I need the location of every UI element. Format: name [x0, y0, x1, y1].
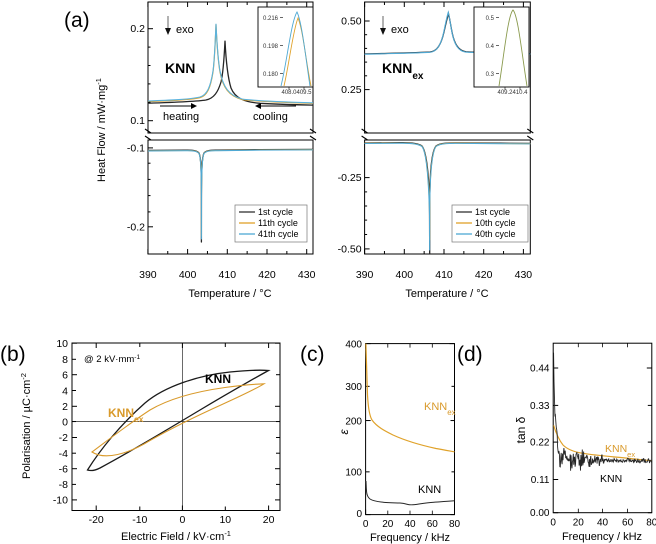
- svg-text:430: 430: [515, 269, 533, 281]
- svg-text:400: 400: [396, 269, 414, 281]
- svg-text:Frequency / kHz: Frequency / kHz: [562, 531, 642, 543]
- svg-text:0.2: 0.2: [130, 23, 145, 35]
- svg-text:41th cycle: 41th cycle: [258, 229, 299, 239]
- svg-text:10: 10: [219, 514, 231, 526]
- svg-text:100: 100: [345, 468, 362, 479]
- svg-text:430: 430: [298, 269, 316, 281]
- svg-text:0.50: 0.50: [341, 16, 362, 28]
- svg-text:ε: ε: [337, 429, 351, 435]
- svg-text:0.33: 0.33: [530, 401, 550, 412]
- svg-text:-10: -10: [132, 514, 147, 526]
- svg-text:exo: exo: [176, 24, 194, 36]
- svg-text:Electric Field / kV·cm-1: Electric Field / kV·cm-1: [121, 529, 231, 544]
- svg-text:0: 0: [356, 509, 362, 520]
- svg-text:10: 10: [56, 338, 68, 350]
- svg-text:KNNex: KNNex: [424, 401, 456, 417]
- svg-text:@ 2 kV·mm-1: @ 2 kV·mm-1: [84, 354, 140, 366]
- svg-text:0: 0: [363, 519, 369, 530]
- svg-text:-10: -10: [53, 495, 68, 507]
- svg-text:KNN: KNN: [205, 372, 231, 386]
- svg-text:20: 20: [263, 514, 275, 526]
- svg-text:420: 420: [258, 269, 276, 281]
- svg-text:410.4: 410.4: [512, 90, 528, 96]
- svg-text:0.11: 0.11: [531, 475, 550, 486]
- svg-text:0.216: 0.216: [263, 16, 279, 22]
- svg-text:60: 60: [427, 519, 439, 530]
- svg-text:4: 4: [62, 385, 68, 397]
- svg-text:-0.2: -0.2: [127, 222, 145, 234]
- svg-text:0.4: 0.4: [486, 44, 495, 50]
- svg-text:0.22: 0.22: [530, 438, 550, 449]
- svg-text:Temperature / °C: Temperature / °C: [405, 288, 488, 300]
- svg-text:Polarisation / µC·cm-2: Polarisation / µC·cm-2: [19, 373, 34, 479]
- svg-text:300: 300: [345, 382, 362, 393]
- svg-text:390: 390: [356, 269, 374, 281]
- svg-text:heating: heating: [163, 111, 199, 123]
- svg-text:410: 410: [219, 269, 237, 281]
- svg-text:1st cycle: 1st cycle: [258, 207, 293, 217]
- svg-text:20: 20: [382, 519, 394, 530]
- svg-text:40: 40: [404, 519, 416, 530]
- svg-text:0: 0: [179, 514, 185, 526]
- svg-text:2: 2: [62, 401, 68, 413]
- svg-text:400: 400: [345, 340, 362, 351]
- svg-text:408.0: 408.0: [281, 90, 297, 96]
- svg-text:-6: -6: [59, 464, 68, 476]
- svg-text:409.5: 409.5: [296, 90, 312, 96]
- svg-text:1st cycle: 1st cycle: [475, 207, 510, 217]
- svg-text:200: 200: [345, 416, 362, 427]
- svg-text:0.25: 0.25: [341, 84, 362, 96]
- svg-text:cooling: cooling: [253, 111, 288, 123]
- svg-text:-0.1: -0.1: [127, 143, 145, 155]
- svg-text:tan δ: tan δ: [514, 416, 528, 443]
- svg-text:-2: -2: [59, 432, 68, 444]
- svg-text:Heat Flow / mW·mg-1: Heat Flow / mW·mg-1: [94, 78, 109, 182]
- svg-text:40th cycle: 40th cycle: [475, 229, 516, 239]
- svg-text:KNN: KNN: [600, 473, 622, 485]
- svg-text:Temperature / °C: Temperature / °C: [188, 288, 271, 300]
- svg-text:KNN: KNN: [418, 484, 441, 496]
- svg-text:-20: -20: [89, 514, 104, 526]
- svg-text:80: 80: [449, 519, 461, 530]
- svg-text:KNNex: KNNex: [382, 60, 424, 82]
- svg-text:0.180: 0.180: [263, 72, 279, 78]
- svg-text:11th cycle: 11th cycle: [258, 218, 298, 228]
- svg-text:0.00: 0.00: [530, 508, 550, 519]
- svg-text:20: 20: [573, 518, 585, 529]
- svg-text:-0.50: -0.50: [338, 243, 362, 255]
- svg-text:0.5: 0.5: [486, 16, 495, 22]
- svg-text:40: 40: [597, 518, 609, 529]
- svg-text:10th cycle: 10th cycle: [475, 218, 516, 228]
- svg-text:8: 8: [62, 354, 68, 366]
- svg-text:-4: -4: [59, 448, 68, 460]
- svg-text:0: 0: [62, 416, 68, 428]
- svg-text:390: 390: [139, 269, 157, 281]
- svg-text:exo: exo: [391, 24, 409, 36]
- svg-text:409.2: 409.2: [497, 90, 513, 96]
- svg-text:0: 0: [550, 518, 556, 529]
- svg-text:KNN: KNN: [165, 60, 195, 76]
- svg-text:0.198: 0.198: [263, 44, 279, 50]
- svg-text:0.44: 0.44: [530, 364, 550, 375]
- svg-text:400: 400: [179, 269, 197, 281]
- svg-text:Frequency / kHz: Frequency / kHz: [370, 532, 450, 544]
- svg-text:80: 80: [646, 518, 656, 529]
- svg-text:410: 410: [435, 269, 453, 281]
- svg-text:60: 60: [622, 518, 634, 529]
- svg-text:6: 6: [62, 370, 68, 382]
- svg-text:0.3: 0.3: [486, 72, 495, 78]
- svg-text:-0.25: -0.25: [338, 172, 362, 184]
- svg-text:420: 420: [475, 269, 493, 281]
- svg-text:0.1: 0.1: [130, 115, 145, 127]
- svg-text:-8: -8: [59, 479, 68, 491]
